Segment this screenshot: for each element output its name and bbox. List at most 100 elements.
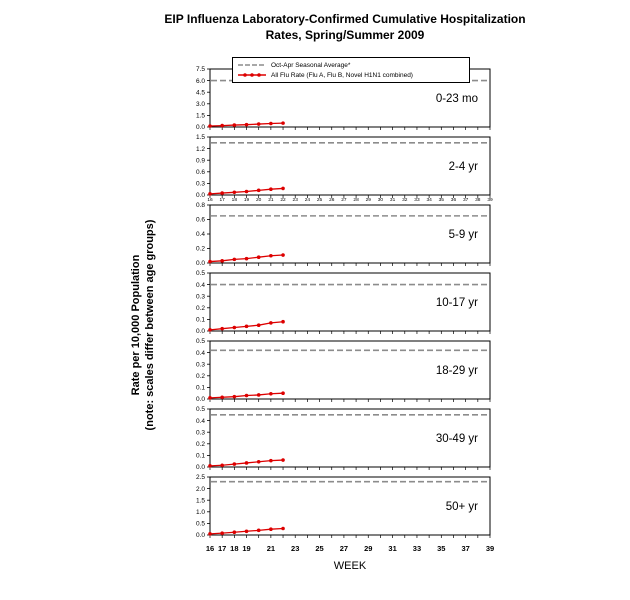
flu-rate-marker [220,123,224,128]
week-tick-label: 35 [437,544,445,553]
dense-week-label: 22 [280,197,286,202]
flu-rate-marker [220,531,224,535]
flu-rate-marker [208,259,212,264]
y-tick-label: 6.0 [196,78,205,85]
dense-week-label: 21 [268,197,274,202]
age-group-label: 0-23 mo [436,93,478,105]
flu-rate-marker [281,319,285,324]
dense-week-label: 36 [451,197,457,202]
bottom-week-axis: 16 17 18 19 21 23 25 27 29 31 33 35 37 39 [206,544,494,553]
y-tick-label: 0.1 [196,317,205,324]
flu-rate-marker [281,121,285,125]
flu-rate-marker [269,527,273,531]
flu-rate-marker [220,463,224,468]
flu-rate-marker [269,121,273,126]
y-tick-label: 1.5 [196,113,205,120]
week-tick-label: 18 [230,544,238,553]
flu-rate-marker [256,188,261,193]
flu-rate-marker [232,530,237,535]
age-group-label: 18-29 yr [436,365,478,377]
panel-frame [209,136,491,196]
dense-week-label: 33 [414,197,420,202]
y-axis-label-line2: (note: scales differ between age groups) [143,219,156,431]
y-tick-label: 0.4 [196,350,205,357]
age-group-label: 50+ yr [446,501,478,513]
flu-rate-marker [269,321,273,325]
y-tick-label: 0.0 [196,532,205,539]
y-tick-label: 0.3 [196,429,205,436]
age-group-label: 10-17 yr [436,297,478,309]
flu-rate-marker [244,529,249,534]
panel-frame [209,204,491,264]
dense-week-label: 35 [439,197,445,202]
panel-5-9-yr: 0.0 0.2 0.4 0.6 0.8 5-9 yr [196,202,491,267]
flu-rate-marker [281,391,285,395]
flu-rate-marker [244,122,249,127]
week-tick-label: 29 [364,544,372,553]
flu-rate-marker [244,189,249,194]
y-tick-label: 0.2 [196,441,205,448]
flu-rate-marker [244,461,249,465]
legend-label-seasonal-average: Oct-Apr Seasonal Average* [271,61,351,69]
age-group-label: 5-9 yr [449,229,479,241]
y-tick-label: 2.0 [196,486,205,493]
y-tick-label: 0.6 [196,169,205,176]
flu-rate-marker [208,464,212,468]
y-tick-label: 0.6 [196,217,205,224]
flu-rate-marker [208,192,212,196]
week-tick-label: 19 [242,544,250,553]
legend-item-flu-rate: All Flu Rate (Flu A, Flu B, Novel H1N1 c… [237,70,465,80]
chart-panels: 0.0 1.5 3.0 4.5 6.0 7.5 0-23 mo 0.0 0.3 0.6 0.9 1.2… [165,66,513,558]
flu-rate-marker [208,396,212,400]
panel-frame [209,272,491,332]
chart-title: EIP Influenza Laboratory-Confirmed Cumul… [135,12,555,43]
flu-rate-marker [256,255,261,259]
marker-line-sample [238,73,266,77]
flu-rate-marker [269,458,273,463]
panel-18-29-yr: 0.0 0.1 0.2 0.3 0.4 0.5 18-29 yr [196,338,491,403]
y-tick-label: 0.8 [196,202,205,209]
y-tick-label: 0.9 [196,157,205,164]
y-tick-label: 0.4 [196,282,205,289]
dense-week-label: 23 [293,197,299,202]
dense-week-label: 28 [353,197,359,202]
y-tick-label: 0.5 [196,338,205,345]
flu-rate-marker [281,253,285,257]
y-tick-label: 1.5 [196,497,205,504]
y-tick-label: 0.4 [196,418,205,425]
dashed-line-sample [238,64,266,66]
dense-week-label: 18 [232,197,238,202]
dense-week-label: 26 [329,197,335,202]
week-tick-label: 31 [388,544,396,553]
flu-rate-marker [220,191,224,195]
flu-rate-marker [256,122,261,126]
panel-50-yr: 0.0 0.5 1.0 1.5 2.0 2.5 50+ yr [196,474,491,539]
y-tick-label: 0.4 [196,231,205,238]
flu-rate-marker [281,186,285,191]
x-axis-label: WEEK [333,560,367,572]
chart-title-line2: Rates, Spring/Summer 2009 [265,27,425,42]
flu-marker-glyph [257,73,261,77]
y-tick-label: 0.2 [196,246,205,253]
y-tick-label: 0.5 [196,521,205,528]
dense-week-label: 30 [378,197,384,202]
dense-week-label: 27 [341,197,347,202]
panel-frame [209,408,491,468]
dense-week-label: 25 [317,197,323,202]
flu-rate-marker [281,458,285,462]
y-tick-label: 0.0 [196,124,205,131]
y-tick-label: 1.2 [196,146,205,153]
legend-item-seasonal-average: Oct-Apr Seasonal Average* [237,60,465,70]
y-tick-label: 0.2 [196,305,205,312]
dense-week-label: 19 [244,197,250,202]
dense-week-label: 32 [402,197,408,202]
y-tick-label: 1.0 [196,509,205,516]
week-tick-label: 37 [461,544,469,553]
y-axis-label: Rate per 10,000 Population (note: scales… [130,105,158,545]
week-tick-label: 33 [413,544,421,553]
dense-week-label: 37 [463,197,469,202]
flu-rate-marker [244,393,249,398]
y-tick-label: 0.1 [196,385,205,392]
y-tick-label: 0.0 [196,260,205,267]
